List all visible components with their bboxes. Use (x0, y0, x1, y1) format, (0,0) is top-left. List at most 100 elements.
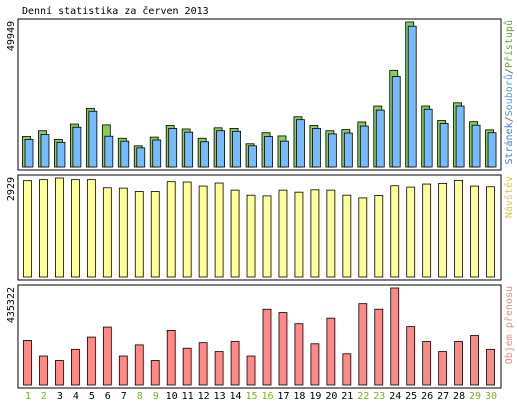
bar-traffic-16 (262, 308, 272, 386)
legend-item-hits-3: / (504, 68, 515, 74)
bar-visits-24 (390, 185, 400, 278)
bar-files-2 (40, 134, 50, 168)
y-axis-max-visits: 2929 (6, 177, 17, 201)
panel-traffic: 435322 Objem přenosu (6, 284, 515, 389)
bar-files-16 (264, 136, 273, 168)
bar-files-1 (24, 139, 34, 168)
bar-files-9 (152, 139, 162, 168)
bar-traffic-22 (358, 303, 368, 386)
bar-files-17 (280, 140, 289, 168)
bar-visits-6 (102, 187, 112, 278)
day-label-23: 23 (373, 391, 385, 402)
legend-visits: Návštěv (503, 176, 515, 218)
bar-files-22 (359, 125, 369, 168)
day-label-28: 28 (453, 391, 465, 402)
bar-visits-15 (246, 194, 256, 278)
legend-hits: Stránek/Souborů/Přístupů (503, 20, 515, 165)
bar-visits-28 (454, 179, 464, 278)
day-label-29: 29 (469, 391, 481, 402)
day-label-6: 6 (105, 391, 111, 402)
bar-files-3 (56, 141, 66, 168)
bar-traffic-20 (326, 317, 336, 386)
day-label-22: 22 (357, 391, 369, 402)
bar-files-8 (136, 147, 146, 168)
bar-visits-2 (39, 179, 48, 278)
bar-traffic-12 (198, 342, 208, 386)
day-label-16: 16 (261, 391, 273, 402)
bar-visits-13 (214, 182, 224, 278)
x-axis-day-labels: 1 2 3 4 5 6 7 8 9 10 11 12 13 14 15 16 17 18 19 20 21 22 23 24 2… (25, 391, 497, 402)
panel-hits: 49949 Stránek/Souborů/Přístupů (6, 18, 515, 171)
bar-visits-7 (118, 187, 128, 278)
bar-traffic-24 (390, 287, 400, 386)
bar-visits-29 (470, 185, 479, 278)
day-label-15: 15 (245, 391, 257, 402)
legend-item-hits-0: Stránek (503, 122, 515, 164)
bar-visits-3 (55, 177, 64, 278)
bar-files-10 (168, 127, 178, 168)
legend-item-hits-1: / (504, 116, 515, 122)
bar-files-20 (327, 133, 337, 168)
chart-title: Denní statistika za červen 2013 (22, 5, 209, 17)
legend-item-hits-2: Souborů (503, 74, 515, 116)
bar-visits-10 (166, 181, 176, 278)
bar-files-27 (439, 123, 449, 168)
bar-files-14 (232, 130, 241, 168)
bar-files-18 (296, 119, 305, 168)
bar-traffic-15 (246, 355, 256, 386)
bar-traffic-4 (71, 348, 80, 386)
bar-visits-5 (86, 179, 96, 278)
day-label-18: 18 (293, 391, 305, 402)
bar-visits-12 (198, 185, 208, 278)
y-axis-max-hits: 49949 (6, 21, 17, 51)
bar-visits-25 (406, 186, 416, 278)
day-label-17: 17 (277, 391, 289, 402)
panel-frame (17, 284, 502, 389)
bar-visits-9 (150, 191, 160, 278)
day-label-13: 13 (214, 391, 226, 402)
bar-visits-4 (71, 179, 80, 278)
bar-traffic-18 (294, 323, 304, 386)
bar-traffic-11 (182, 347, 192, 386)
legend-traffic: Objem přenosu (503, 286, 515, 364)
bar-traffic-8 (134, 344, 144, 386)
bar-visits-27 (438, 182, 448, 278)
bar-files-12 (200, 141, 210, 168)
bar-files-24 (391, 76, 401, 168)
bar-visits-22 (358, 197, 368, 278)
bar-visits-18 (294, 191, 304, 278)
day-label-30: 30 (485, 391, 497, 402)
bar-files-25 (407, 25, 417, 168)
bar-traffic-14 (230, 341, 240, 386)
bar-visits-26 (422, 183, 432, 278)
bar-files-4 (72, 126, 82, 168)
bar-traffic-2 (39, 355, 48, 386)
day-label-26: 26 (421, 391, 433, 402)
legend-item-visits-0: Návštěv (503, 176, 515, 218)
day-label-12: 12 (198, 391, 210, 402)
bar-traffic-17 (278, 312, 288, 386)
day-label-5: 5 (89, 391, 95, 402)
bar-traffic-23 (374, 308, 384, 386)
bar-traffic-19 (310, 343, 320, 386)
day-label-21: 21 (341, 391, 353, 402)
bar-files-21 (343, 132, 353, 168)
bar-visits-30 (486, 186, 495, 278)
bar-traffic-30 (486, 348, 495, 386)
bar-files-5 (88, 110, 98, 168)
bar-traffic-5 (86, 336, 96, 386)
bar-files-11 (184, 131, 194, 168)
bar-files-23 (375, 109, 385, 168)
panel-frame (17, 18, 502, 171)
day-label-14: 14 (230, 391, 242, 402)
day-label-1: 1 (25, 391, 31, 402)
bar-traffic-6 (102, 326, 112, 386)
day-label-27: 27 (437, 391, 449, 402)
bar-visits-16 (262, 195, 272, 278)
bar-files-28 (455, 105, 465, 168)
bar-files-30 (487, 132, 497, 168)
bar-traffic-26 (422, 341, 432, 386)
day-label-19: 19 (309, 391, 321, 402)
bar-traffic-7 (118, 355, 128, 386)
bar-visits-20 (326, 189, 336, 278)
